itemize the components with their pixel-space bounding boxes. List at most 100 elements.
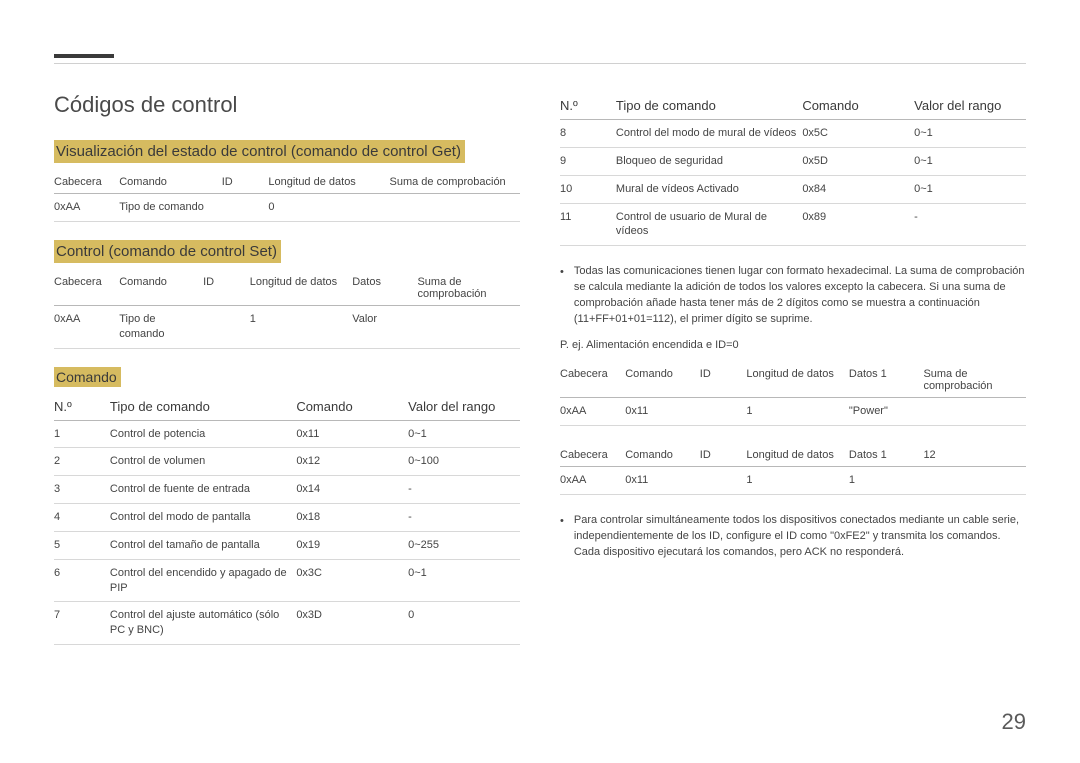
table-header: ID (203, 271, 250, 306)
table-row: 3Control de fuente de entrada0x14- (54, 476, 520, 504)
table-header: Valor del rango (914, 92, 1026, 120)
table-cell: 0x5D (802, 147, 914, 175)
table-cell: Control de potencia (110, 420, 296, 448)
table-header: 12 (923, 444, 1026, 467)
example-table-2: CabeceraComandoIDLongitud de datosDatos … (560, 444, 1026, 495)
table-row: 0xAATipo de comando1Valor (54, 305, 520, 348)
table-cell: 0xAA (560, 398, 625, 426)
protocol-set-table: CabeceraComandoIDLongitud de datosDatosS… (54, 271, 520, 349)
table-header: Valor del rango (408, 393, 520, 421)
note-bullet-2: • Para controlar simultáneamente todos l… (560, 513, 1026, 561)
table-header: Tipo de comando (616, 92, 802, 120)
table-cell: Control de volumen (110, 448, 296, 476)
table-header: Comando (296, 393, 408, 421)
table-cell (923, 467, 1026, 495)
table-cell: Control del ajuste automático (sólo PC y… (110, 602, 296, 645)
table-cell: 0x11 (625, 467, 700, 495)
right-column: N.ºTipo de comandoComandoValor del rango… (560, 92, 1026, 663)
table-cell: 0x12 (296, 448, 408, 476)
example-table-1: CabeceraComandoIDLongitud de datosDatos … (560, 363, 1026, 426)
table-header: Datos 1 (849, 363, 924, 398)
note-text-1: Todas las comunicaciones tienen lugar co… (574, 264, 1026, 328)
table-cell: 1 (250, 305, 353, 348)
table-header: Comando (119, 171, 222, 194)
table-cell: 7 (54, 602, 110, 645)
table-cell: 0x18 (296, 504, 408, 532)
page-number: 29 (1002, 709, 1026, 735)
page-content: Códigos de control Visualización del est… (54, 92, 1026, 663)
table-cell: - (408, 504, 520, 532)
table-row: 9Bloqueo de seguridad0x5D0~1 (560, 147, 1026, 175)
table-row: 10Mural de vídeos Activado0x840~1 (560, 175, 1026, 203)
table-cell: 0xAA (560, 467, 625, 495)
table-header: Longitud de datos (746, 444, 849, 467)
table-header: Suma de comprobación (390, 171, 521, 194)
table-row: 6Control del encendido y apagado de PIP0… (54, 559, 520, 602)
note-text-2: Para controlar simultáneamente todos los… (574, 513, 1026, 561)
table-header: Suma de comprobación (923, 363, 1026, 398)
table-cell: 3 (54, 476, 110, 504)
command-table-right: N.ºTipo de comandoComandoValor del rango… (560, 92, 1026, 246)
table-cell: Mural de vídeos Activado (616, 175, 802, 203)
table-cell (390, 194, 521, 222)
table-cell: 0xAA (54, 194, 119, 222)
table-row: 0xAA0x1111 (560, 467, 1026, 495)
table-header: N.º (54, 393, 110, 421)
table-cell: 1 (746, 398, 849, 426)
table-cell (203, 305, 250, 348)
section-heading-set: Control (comando de control Set) (54, 240, 281, 263)
table-row: 0xAATipo de comando 0 (54, 194, 520, 222)
top-accent-bar (54, 54, 114, 58)
table-cell: 6 (54, 559, 110, 602)
table-cell: Control del encendido y apagado de PIP (110, 559, 296, 602)
table-cell: Control del modo de mural de vídeos (616, 120, 802, 148)
table-cell: Tipo de comando (119, 305, 203, 348)
table-cell: 0 (268, 194, 389, 222)
table-header: Datos 1 (849, 444, 924, 467)
example-label: P. ej. Alimentación encendida e ID=0 (560, 338, 1026, 353)
table-header: Cabecera (560, 363, 625, 398)
table-header: Suma de comprobación (417, 271, 520, 306)
table-cell: 0x5C (802, 120, 914, 148)
table-cell: 0~1 (914, 120, 1026, 148)
table-cell: 0x11 (296, 420, 408, 448)
table-cell: 0x11 (625, 398, 700, 426)
table-cell (700, 467, 747, 495)
table-cell: 1 (849, 467, 924, 495)
table-cell: "Power" (849, 398, 924, 426)
table-header: ID (700, 444, 747, 467)
table-cell: 11 (560, 203, 616, 246)
table-header: Comando (625, 444, 700, 467)
page-title: Códigos de control (54, 92, 520, 118)
table-cell: 0x3C (296, 559, 408, 602)
table-header: ID (700, 363, 747, 398)
table-cell: 0x89 (802, 203, 914, 246)
table-header: Comando (802, 92, 914, 120)
table-cell: 8 (560, 120, 616, 148)
table-cell: - (914, 203, 1026, 246)
command-table-left: N.ºTipo de comandoComandoValor del rango… (54, 393, 520, 646)
section-heading-comando: Comando (54, 367, 121, 387)
protocol-get-table: CabeceraComandoIDLongitud de datosSuma d… (54, 171, 520, 222)
table-row: 11Control de usuario de Mural de vídeos0… (560, 203, 1026, 246)
table-header: Longitud de datos (250, 271, 353, 306)
table-cell: 0~255 (408, 531, 520, 559)
table-header: Comando (119, 271, 203, 306)
table-cell: Valor (352, 305, 417, 348)
bullet-dot-icon: • (560, 264, 564, 328)
table-cell: 0x84 (802, 175, 914, 203)
table-header: Cabecera (54, 171, 119, 194)
table-header: Comando (625, 363, 700, 398)
table-header: Longitud de datos (268, 171, 389, 194)
table-header: Cabecera (560, 444, 625, 467)
table-cell: Tipo de comando (119, 194, 222, 222)
table-cell: Control de usuario de Mural de vídeos (616, 203, 802, 246)
table-cell: 0~1 (914, 175, 1026, 203)
table-cell: 2 (54, 448, 110, 476)
top-horizontal-rule (54, 63, 1026, 64)
table-cell: Bloqueo de seguridad (616, 147, 802, 175)
table-cell: Control del modo de pantalla (110, 504, 296, 532)
table-row: 2Control de volumen0x120~100 (54, 448, 520, 476)
table-cell: 10 (560, 175, 616, 203)
table-cell: 1 (54, 420, 110, 448)
